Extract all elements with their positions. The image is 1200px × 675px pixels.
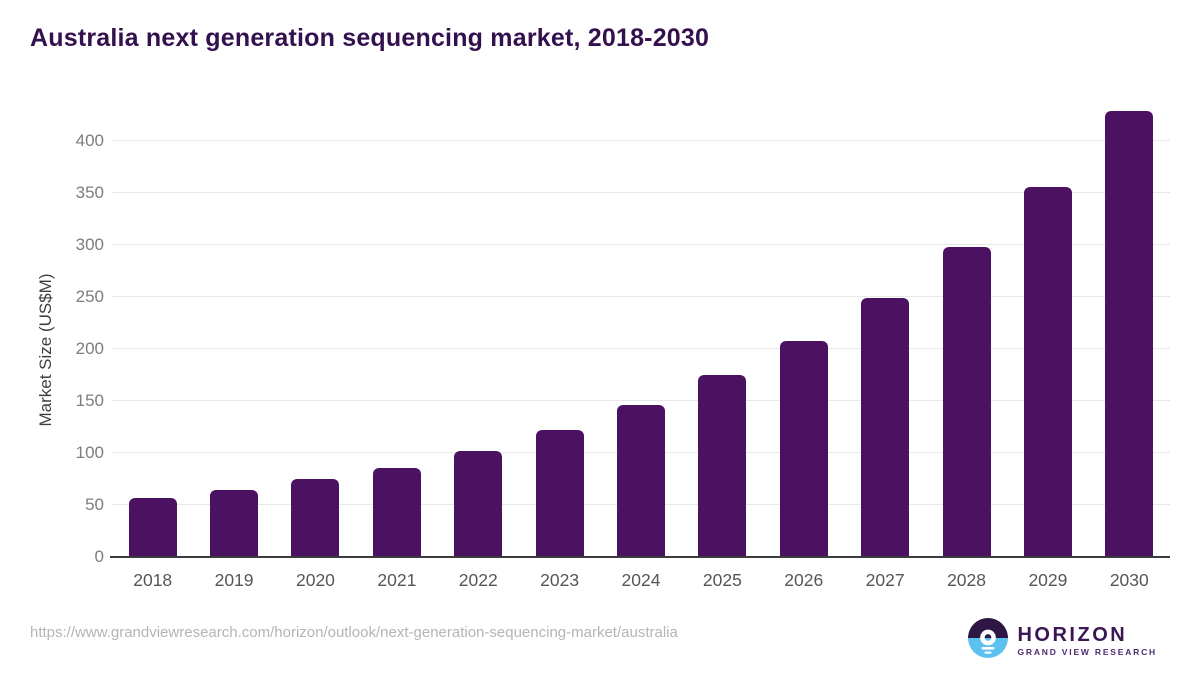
gridline [112,348,1170,349]
x-tick-label: 2028 [947,570,986,590]
x-tick-label: 2023 [540,570,580,590]
bar-2019 [210,490,259,557]
logo-name: HORIZON [1017,624,1128,646]
bar-2029 [1023,187,1072,557]
horizon-logo: HORIZON GRAND VIEW RESEARCH [968,618,1157,663]
bar-2030 [1105,111,1154,557]
horizon-logo-mark-icon [968,618,1009,663]
x-axis-line [110,556,1170,558]
bar-2021 [372,468,421,557]
bar-2028 [942,247,991,557]
y-tick-label: 300 [75,235,104,254]
y-tick-label: 100 [75,443,104,462]
x-tick-label: 2020 [295,570,335,590]
x-tick-label: 2030 [1109,570,1149,590]
x-tick-label: 2018 [133,570,173,590]
chart-title: Australia next generation sequencing mar… [30,24,710,52]
x-tick-label: 2019 [214,570,254,590]
x-tick-label: 2025 [702,570,742,590]
gridline [112,244,1170,245]
y-tick-label: 350 [75,183,104,202]
source-url: https://www.grandviewresearch.com/horizo… [30,624,678,641]
plot-area [112,97,1170,557]
bar-2024 [617,405,665,557]
x-tick-label: 2024 [621,570,661,590]
bar-2022 [454,451,503,557]
bar-2027 [861,298,910,557]
x-tick-label: 2027 [865,570,905,590]
gridline [112,140,1170,141]
x-tick-label: 2026 [784,570,824,590]
gridline [112,192,1170,193]
y-tick-label: 400 [75,131,104,150]
y-tick-label: 0 [94,547,104,566]
y-tick-label: 250 [75,287,104,306]
y-tick-label: 200 [75,339,104,358]
gridline [112,400,1170,401]
y-tick-label: 150 [75,391,104,410]
bar-2018 [128,498,177,557]
gridline [112,296,1170,297]
bar-2025 [698,375,747,557]
bar-2020 [291,479,340,557]
y-axis-ticks: 0 50 100 150 200 250 300 350 400 [0,97,104,566]
x-tick-label: 2021 [377,570,417,590]
x-tick-label: 2029 [1028,570,1068,590]
x-tick-label: 2022 [458,570,498,590]
logo-tagline: GRAND VIEW RESEARCH [1017,647,1157,657]
y-tick-label: 50 [85,495,104,514]
x-axis-labels: 2018 2019 2020 2021 2022 2023 2024 2025 2026 2027… [112,567,1170,593]
bar-2023 [535,430,584,557]
bar-2026 [779,341,828,557]
